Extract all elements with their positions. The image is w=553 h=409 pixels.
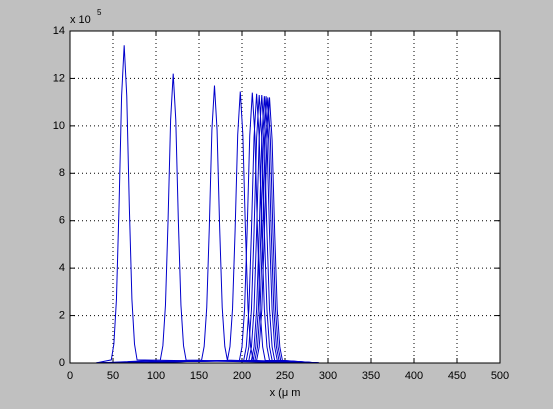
y-tick-label: 12 xyxy=(53,72,65,84)
x-tick-label: 0 xyxy=(67,370,73,382)
x-tick-label: 400 xyxy=(405,370,423,382)
x-tick-label: 450 xyxy=(448,370,466,382)
x-axis-label: x (μ m xyxy=(270,387,301,399)
x-tick-label: 100 xyxy=(147,370,165,382)
axes xyxy=(69,30,501,364)
y-tick-label: 4 xyxy=(59,262,65,274)
x-tick-label: 150 xyxy=(190,370,208,382)
x-tick-label: 300 xyxy=(319,370,337,382)
x-tick-label: 200 xyxy=(233,370,251,382)
data-line xyxy=(95,73,320,364)
data-line xyxy=(95,91,320,364)
y-tick-label: 10 xyxy=(53,120,65,132)
data-line xyxy=(95,96,320,364)
x-tick-label: 50 xyxy=(107,370,119,382)
data-line xyxy=(95,97,320,364)
y-tick-label: 6 xyxy=(59,215,65,227)
data-line xyxy=(95,96,320,364)
data-line xyxy=(95,45,320,364)
x-tick-label: 350 xyxy=(362,370,380,382)
x-tick-label: 500 xyxy=(491,370,509,382)
y-exponent: 5 xyxy=(97,8,102,17)
data-line xyxy=(95,94,320,364)
data-line xyxy=(95,85,320,364)
data-line xyxy=(95,92,320,364)
y-tick-label: 2 xyxy=(59,309,65,321)
data-line xyxy=(95,97,320,364)
y-tick-label: 8 xyxy=(59,167,65,179)
data-line xyxy=(95,94,320,364)
data-line xyxy=(95,93,320,364)
y-multiplier: x 10 xyxy=(70,14,91,26)
y-tick-label: 14 xyxy=(53,25,65,37)
axes-frame xyxy=(69,30,501,364)
x-tick-label: 250 xyxy=(276,370,294,382)
y-tick-label: 0 xyxy=(59,357,65,369)
